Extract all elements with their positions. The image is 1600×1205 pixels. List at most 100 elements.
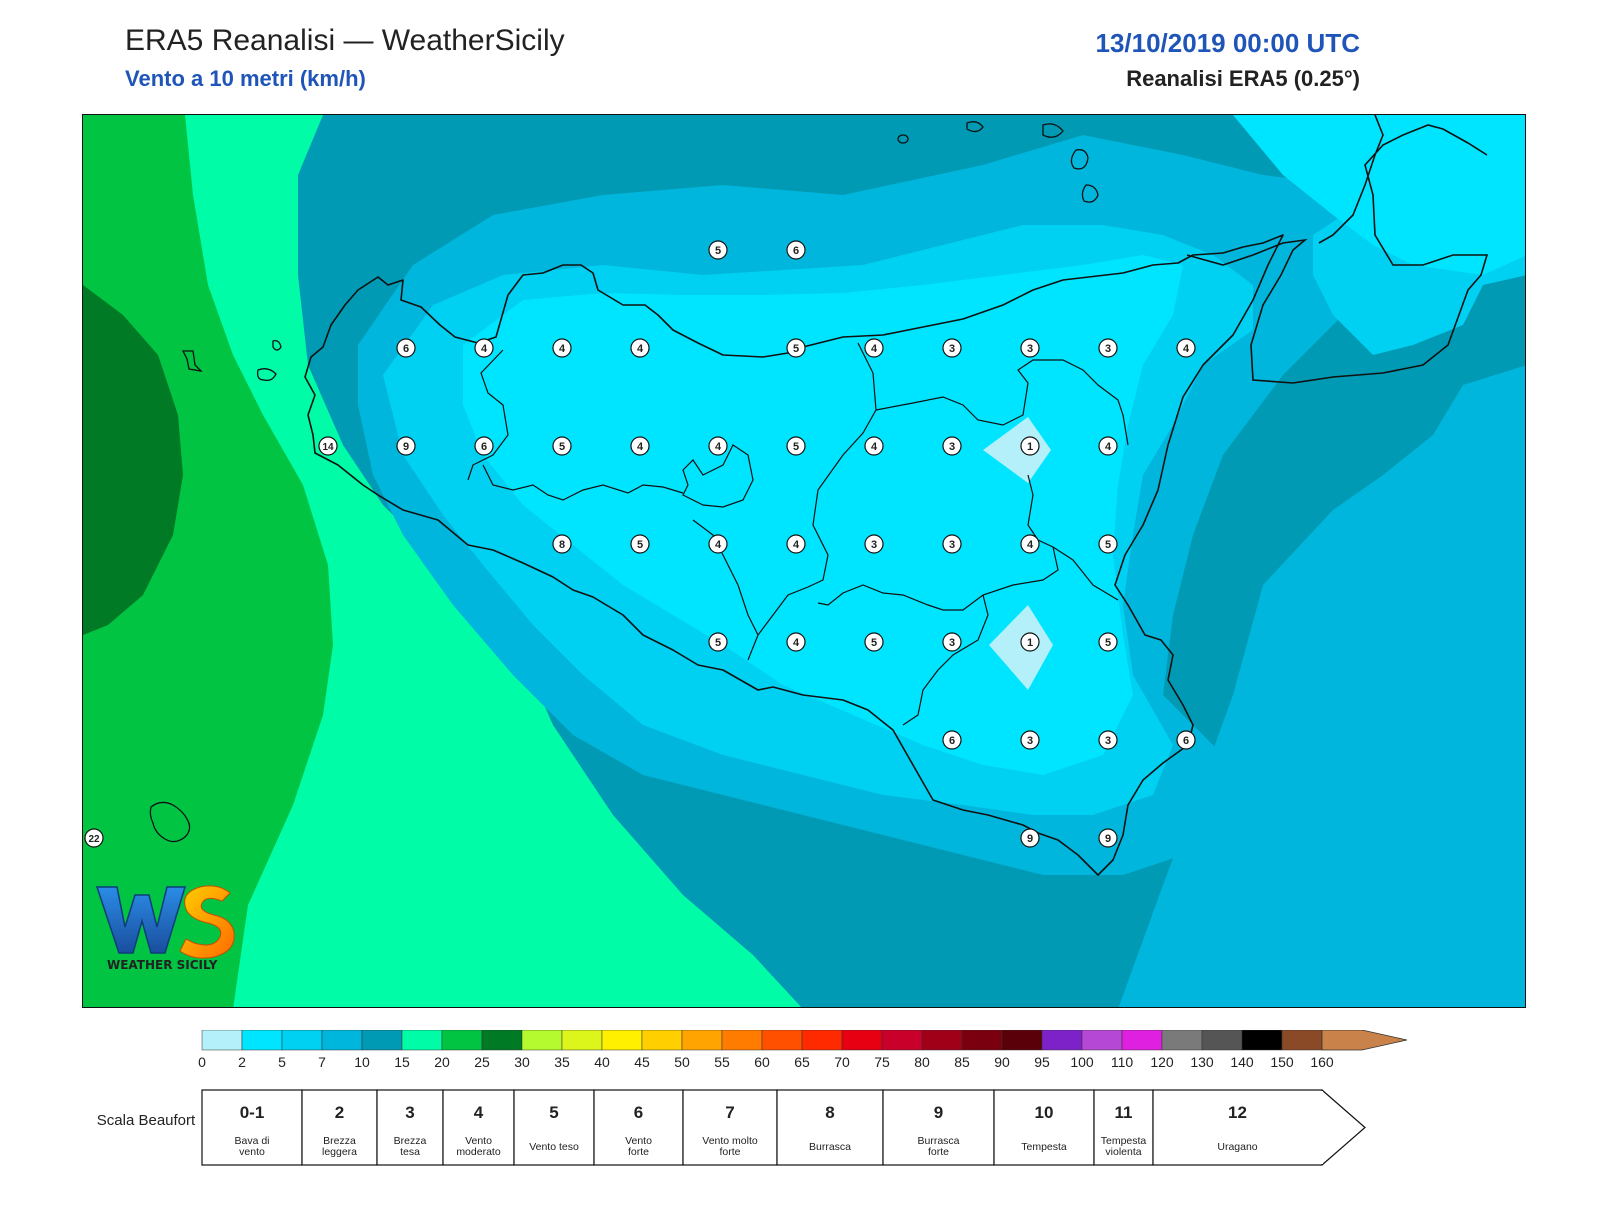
colorbar-swatch (521, 1029, 563, 1051)
wind-marker-value: 6 (949, 735, 955, 747)
wind-marker: 9 (1020, 828, 1040, 848)
wind-marker-value: 6 (793, 245, 799, 257)
wind-marker-circle (318, 436, 338, 456)
wind-marker-circle (630, 338, 650, 358)
beaufort-number: 3 (405, 1103, 414, 1122)
sicily-coastline (304, 234, 1284, 876)
colorbar-tick-label: 7 (318, 1054, 326, 1070)
beaufort-scale: 0-1 Bava di vento 2 Brezza leggera 3 Brezza tesa… (201, 1089, 1366, 1166)
wind-marker-value: 4 (871, 441, 878, 453)
field-20-25 (83, 115, 333, 1007)
wind-marker: 3 (1098, 338, 1118, 358)
wind-marker-value: 3 (1105, 343, 1111, 355)
beaufort-cell-box (1152, 1089, 1323, 1166)
colorbar-swatch (201, 1029, 243, 1051)
colorbar-swatch (641, 1029, 683, 1051)
colorbar-swatch (761, 1029, 803, 1051)
wind-marker: 5 (786, 338, 806, 358)
wind-marker: 4 (1020, 534, 1040, 554)
colorbar-tick-label: 60 (754, 1054, 770, 1070)
colorbar-tick-label: 2 (238, 1054, 246, 1070)
colorbar-tick-label: 20 (434, 1054, 450, 1070)
beaufort-cell: 2 Brezza leggera (301, 1089, 378, 1166)
wind-marker: 3 (942, 436, 962, 456)
wind-marker-circle (708, 240, 728, 260)
wind-marker: 4 (474, 338, 494, 358)
colorbar-tick-label: 110 (1111, 1054, 1134, 1070)
field-7-10-east (1118, 365, 1525, 1007)
colorbar-ticks: 0 2 5 7 10 15 20 25 30 35 40 45 50 55 60 65 70 75 80 85 90 95… (198, 1054, 1334, 1070)
wind-marker-value: 9 (1027, 833, 1033, 845)
wind-marker: 1 (1020, 436, 1040, 456)
wind-marker-value: 4 (637, 343, 644, 355)
field-0-2-south (989, 605, 1053, 690)
wind-marker: 3 (942, 534, 962, 554)
wind-marker: 22 (84, 828, 104, 848)
wind-marker-circle (474, 338, 494, 358)
wind-marker: 3 (1098, 730, 1118, 750)
wind-marker-value: 5 (1105, 539, 1111, 551)
beaufort-description: Uragano (1217, 1141, 1257, 1153)
wind-marker-circle (396, 338, 416, 358)
colorbar-swatch (1121, 1029, 1163, 1051)
wind-marker-value: 4 (793, 539, 800, 551)
wind-marker-circle (708, 632, 728, 652)
colorbar-tick-label: 35 (554, 1054, 570, 1070)
colorbar-swatch (1241, 1029, 1283, 1051)
beaufort-arrow-tip (1321, 1089, 1366, 1166)
beaufort-number: 2 (335, 1103, 344, 1122)
wind-marker-value: 4 (1027, 539, 1034, 551)
wind-marker-circle (1020, 436, 1040, 456)
legend: 0 2 5 7 10 15 20 25 30 35 40 45 50 55 60 65 70 75 80 85 90 95… (0, 1029, 1600, 1200)
beaufort-number: 0-1 (240, 1103, 265, 1122)
wind-marker-value: 22 (88, 834, 100, 845)
colorbar-tick-label: 30 (514, 1054, 530, 1070)
wind-marker-circle (1020, 730, 1040, 750)
wind-marker-circle (1176, 338, 1196, 358)
valid-datetime: 13/10/2019 00:00 UTC (1095, 28, 1360, 58)
wind-marker-circle (942, 436, 962, 456)
calabria-coastline (1186, 124, 1489, 384)
colorbar-swatch (561, 1029, 603, 1051)
wind-marker: 5 (552, 436, 572, 456)
beaufort-cell: 7 Vento molto forte (682, 1089, 778, 1166)
wind-marker-value: 5 (1105, 637, 1111, 649)
wind-marker: 5 (1098, 632, 1118, 652)
beaufort-number: 8 (825, 1103, 834, 1122)
wind-marker-circle (552, 338, 572, 358)
colorbar-tick-label: 95 (1034, 1054, 1050, 1070)
wind-marker: 4 (1176, 338, 1196, 358)
wind-marker-circle (552, 436, 572, 456)
colorbar-swatch (921, 1029, 963, 1051)
wind-marker-value: 4 (1105, 441, 1112, 453)
beaufort-description: Vento forte (625, 1135, 652, 1158)
wind-marker-value: 6 (481, 441, 487, 453)
beaufort-description: Brezza tesa (394, 1135, 427, 1158)
colorbar-swatch (401, 1029, 443, 1051)
wind-marker-circle (474, 436, 494, 456)
wind-marker-value: 6 (1183, 735, 1189, 747)
egadi-islands (181, 339, 282, 382)
wind-marker-circle (942, 534, 962, 554)
wind-marker: 4 (552, 338, 572, 358)
map-subtitle: Vento a 10 metri (km/h) (125, 66, 366, 91)
wind-marker-circle (630, 534, 650, 554)
colorbar-tick-label: 90 (994, 1054, 1010, 1070)
beaufort-cell: 4 Vento moderato (442, 1089, 515, 1166)
wind-marker-value: 3 (1027, 735, 1033, 747)
wind-marker-value: 1 (1027, 637, 1033, 649)
beaufort-cell-box (301, 1089, 378, 1166)
wind-marker-value: 3 (949, 441, 955, 453)
wind-marker-value: 3 (949, 539, 955, 551)
beaufort-cell-box (993, 1089, 1095, 1166)
pantelleria (149, 801, 191, 843)
colorbar-swatch (801, 1029, 843, 1051)
wind-marker-circle (396, 436, 416, 456)
colorbar-tick-label: 80 (914, 1054, 930, 1070)
wind-marker-value: 5 (559, 441, 565, 453)
wind-marker-circle (1176, 730, 1196, 750)
beaufort-description: Vento teso (529, 1141, 579, 1153)
beaufort-cell: 9 Burrasca forte (882, 1089, 995, 1166)
colorbar-swatch (881, 1029, 923, 1051)
wind-marker: 5 (864, 632, 884, 652)
